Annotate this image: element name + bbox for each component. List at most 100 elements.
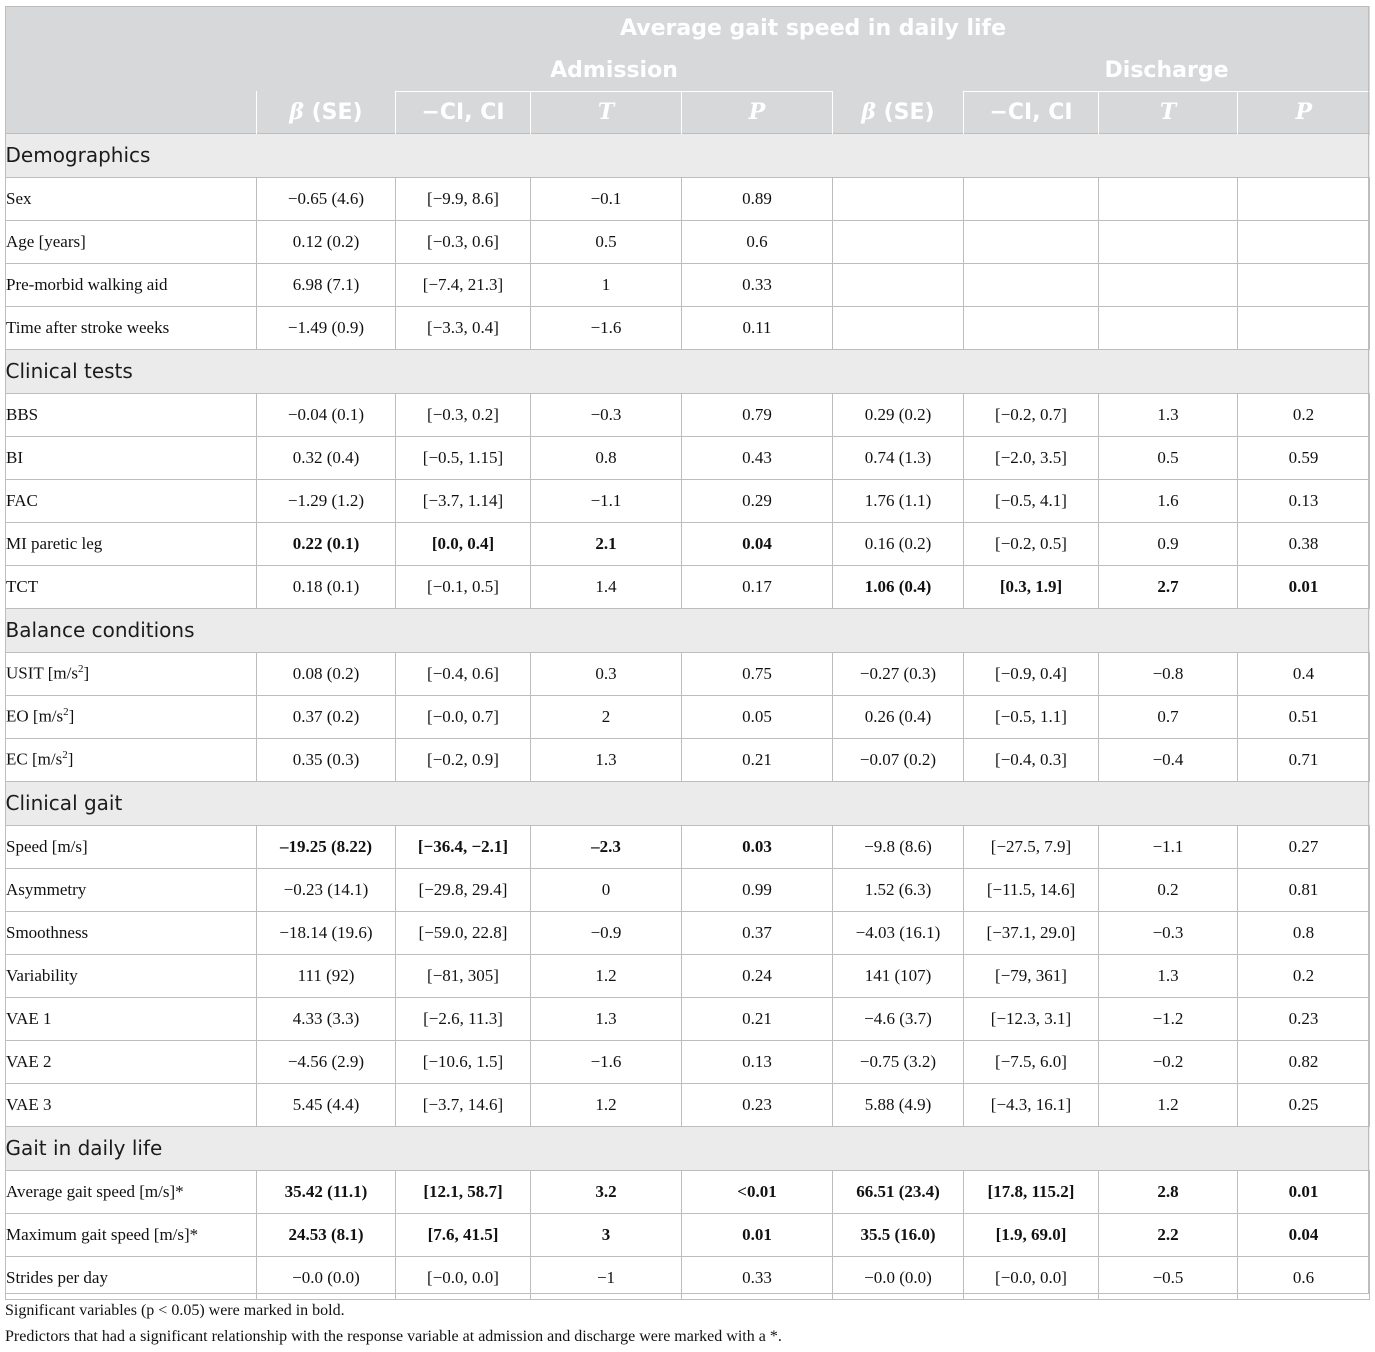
admission-ci-cell: [−0.0, 0.0] bbox=[395, 1255, 531, 1300]
row-label-text: Average gait speed [m/s]* bbox=[6, 1181, 184, 1201]
row-label-text: Pre-morbid walking aid bbox=[6, 274, 168, 294]
table-row: EO [m/s2] 0.37 (0.2) [−0.0, 0.7] 2 0.05 0.26 … bbox=[5, 694, 1371, 739]
header-col-ci: −CI, CI bbox=[963, 91, 1099, 133]
section-header-row: Clinical gait bbox=[5, 780, 1370, 826]
row-label-text: Age [years] bbox=[6, 231, 86, 251]
row-label-text: Smoothness bbox=[6, 922, 89, 942]
section-title: Balance conditions bbox=[5, 607, 1370, 653]
admission-p-cell: 0.01 bbox=[681, 1212, 833, 1257]
row-label: VAE 1 bbox=[5, 996, 257, 1041]
discharge-ci-cell: [−0.9, 0.4] bbox=[963, 651, 1099, 696]
discharge-beta-se-cell: −0.07 (0.2) bbox=[832, 737, 964, 782]
row-label-text: VAE 3 bbox=[6, 1094, 52, 1114]
admission-ci-cell: [−36.4, −2.1] bbox=[395, 824, 531, 869]
admission-p-cell: 0.05 bbox=[681, 694, 833, 739]
admission-beta-se-cell: 0.37 (0.2) bbox=[256, 694, 396, 739]
row-label: BBS bbox=[5, 392, 257, 437]
admission-ci-cell: [−29.8, 29.4] bbox=[395, 867, 531, 912]
regression-table: Average gait speed in daily life Admissi… bbox=[5, 6, 1371, 1300]
admission-beta-se-cell: −18.14 (19.6) bbox=[256, 910, 396, 955]
admission-ci-cell: [−0.5, 1.15] bbox=[395, 435, 531, 480]
unit-superscript: 2 bbox=[63, 706, 69, 719]
admission-beta-se-cell: −0.23 (14.1) bbox=[256, 867, 396, 912]
table-row: EC [m/s2] 0.35 (0.3) [−0.2, 0.9] 1.3 0.21 −0.… bbox=[5, 737, 1371, 782]
header-col-p: P bbox=[681, 91, 833, 133]
table-row: VAE 3 5.45 (4.4) [−3.7, 14.6] 1.2 0.23 5.88 (… bbox=[5, 1082, 1371, 1127]
admission-beta-se-cell: −0.0 (0.0) bbox=[256, 1255, 396, 1300]
discharge-beta-se-cell: 1.06 (0.4) bbox=[832, 564, 964, 609]
discharge-beta-se-cell: −0.27 (0.3) bbox=[832, 651, 964, 696]
admission-p-cell: 0.6 bbox=[681, 219, 833, 264]
admission-p-cell: 0.04 bbox=[681, 521, 833, 566]
discharge-p-cell: 0.01 bbox=[1236, 1169, 1371, 1214]
header-col-beta-se: β (SE) bbox=[832, 91, 964, 133]
discharge-ci-cell: [0.3, 1.9] bbox=[963, 564, 1099, 609]
table-row: Sex −0.65 (4.6) [−9.9, 8.6] −0.1 0.89 bbox=[5, 176, 1371, 221]
table-row: Maximum gait speed [m/s]* 24.53 (8.1) [7.6… bbox=[5, 1212, 1371, 1257]
discharge-p-cell bbox=[1236, 219, 1371, 264]
table-row: USIT [m/s2] 0.08 (0.2) [−0.4, 0.6] 0.3 0.75−… bbox=[5, 651, 1371, 696]
admission-ci-cell: [7.6, 41.5] bbox=[395, 1212, 531, 1257]
admission-t-cell: −1.6 bbox=[530, 305, 682, 350]
discharge-p-cell: 0.2 bbox=[1236, 953, 1371, 998]
admission-beta-se-cell: −4.56 (2.9) bbox=[256, 1039, 396, 1084]
admission-t-cell: 1.4 bbox=[530, 564, 682, 609]
discharge-p-cell: 0.8 bbox=[1236, 910, 1371, 955]
discharge-beta-se-cell: −9.8 (8.6) bbox=[832, 824, 964, 869]
admission-ci-cell: [−3.7, 14.6] bbox=[395, 1082, 531, 1127]
admission-ci-cell: [−0.1, 0.5] bbox=[395, 564, 531, 609]
discharge-p-cell: 0.38 bbox=[1236, 521, 1371, 566]
discharge-p-cell: 0.25 bbox=[1236, 1082, 1371, 1127]
discharge-t-cell: −1.1 bbox=[1098, 824, 1238, 869]
row-label-text: VAE 1 bbox=[6, 1008, 52, 1028]
discharge-ci-cell: [−4.3, 16.1] bbox=[963, 1082, 1099, 1127]
discharge-t-cell bbox=[1098, 305, 1238, 350]
row-label: TCT bbox=[5, 564, 257, 609]
admission-p-cell: 0.33 bbox=[681, 262, 833, 307]
admission-ci-cell: [−59.0, 22.8] bbox=[395, 910, 531, 955]
discharge-t-cell bbox=[1098, 262, 1238, 307]
discharge-beta-se-cell: 141 (107) bbox=[832, 953, 964, 998]
discharge-beta-se-cell: −4.6 (3.7) bbox=[832, 996, 964, 1041]
row-label: Strides per day bbox=[5, 1255, 257, 1300]
discharge-t-cell: 1.3 bbox=[1098, 953, 1238, 998]
row-label: Pre-morbid walking aid bbox=[5, 262, 257, 307]
row-label-text: BI bbox=[6, 447, 23, 467]
admission-p-cell: 0.13 bbox=[681, 1039, 833, 1084]
admission-beta-se-cell: 0.08 (0.2) bbox=[256, 651, 396, 696]
row-label: EO [m/s2] bbox=[5, 694, 257, 739]
admission-t-cell: 3.2 bbox=[530, 1169, 682, 1214]
admission-beta-se-cell: −0.65 (4.6) bbox=[256, 176, 396, 221]
admission-p-cell: 0.43 bbox=[681, 435, 833, 480]
row-label-text: FAC bbox=[6, 490, 38, 510]
discharge-ci-cell: [−0.0, 0.0] bbox=[963, 1255, 1099, 1300]
row-label: Time after stroke weeks bbox=[5, 305, 257, 350]
discharge-t-cell bbox=[1098, 219, 1238, 264]
discharge-p-cell: 0.71 bbox=[1236, 737, 1371, 782]
table-row: TCT 0.18 (0.1) [−0.1, 0.5] 1.4 0.17 1.06 (0.4… bbox=[5, 564, 1371, 609]
admission-beta-se-cell: 0.22 (0.1) bbox=[256, 521, 396, 566]
table-row: VAE 2 −4.56 (2.9) [−10.6, 1.5] −1.6 0.13 −0.7… bbox=[5, 1039, 1371, 1084]
header-col-t: T bbox=[530, 91, 682, 133]
admission-t-cell: −1.1 bbox=[530, 478, 682, 523]
header-spacer bbox=[257, 50, 396, 91]
section-title: Gait in daily life bbox=[5, 1125, 1370, 1171]
discharge-t-cell: −0.4 bbox=[1098, 737, 1238, 782]
table-row: Asymmetry −0.23 (14.1) [−29.8, 29.4] 0 0.99 1… bbox=[5, 867, 1371, 912]
section-header-row: Gait in daily life bbox=[5, 1125, 1370, 1171]
section-header-row: Demographics bbox=[5, 132, 1370, 178]
discharge-beta-se-cell bbox=[832, 176, 964, 221]
row-label-text: Time after stroke weeks bbox=[6, 317, 170, 337]
admission-t-cell: 0 bbox=[530, 867, 682, 912]
discharge-ci-cell: [−0.5, 1.1] bbox=[963, 694, 1099, 739]
discharge-t-cell: −0.3 bbox=[1098, 910, 1238, 955]
discharge-p-cell: 0.27 bbox=[1236, 824, 1371, 869]
discharge-beta-se-cell bbox=[832, 262, 964, 307]
admission-beta-se-cell: 35.42 (11.1) bbox=[256, 1169, 396, 1214]
admission-t-cell: −1.6 bbox=[530, 1039, 682, 1084]
discharge-p-cell: 0.51 bbox=[1236, 694, 1371, 739]
discharge-t-cell: 1.2 bbox=[1098, 1082, 1238, 1127]
discharge-beta-se-cell: 5.88 (4.9) bbox=[832, 1082, 964, 1127]
discharge-p-cell: 0.59 bbox=[1236, 435, 1371, 480]
row-label-text: EC [m/s bbox=[6, 749, 63, 769]
